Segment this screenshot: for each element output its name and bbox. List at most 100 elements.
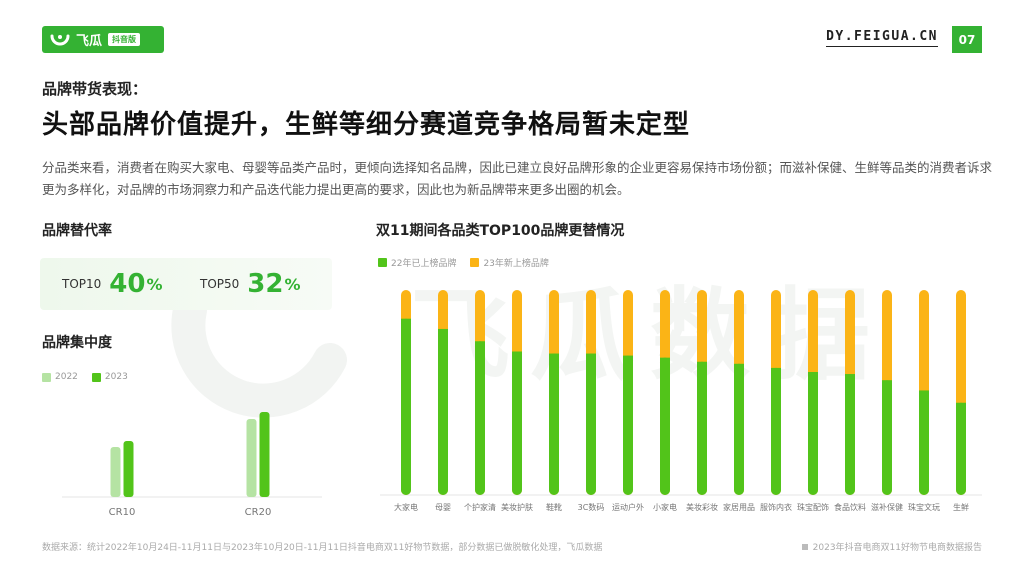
bar-old-滋补保健	[882, 380, 892, 495]
x-tick-美妆护肤: 美妆护肤	[501, 502, 533, 512]
rep-top10-label: TOP10	[62, 277, 102, 291]
rep-top50-value: 32	[247, 269, 284, 299]
x-tick-食品饮料: 食品饮料	[834, 502, 866, 512]
rep-top10-unit: %	[146, 274, 163, 294]
legend-item-2022: 2022	[42, 372, 78, 382]
bar-old-美妆护肤	[512, 351, 522, 495]
bar-old-服饰内衣	[771, 367, 781, 495]
legend-swatch-2022	[42, 372, 51, 382]
stacked-bar-运动户外	[623, 290, 633, 495]
stacked-bar-美妆彩妆	[697, 290, 707, 495]
bar-join-食品饮料	[845, 374, 855, 380]
legend-label-new: 23年新上榜品牌	[483, 259, 549, 269]
section-subtitle: 品牌带货表现：	[42, 80, 148, 98]
stacked-bar-3C数码	[586, 290, 596, 495]
bar-join-美妆彩妆	[697, 361, 707, 367]
description: 分品类来看，消费者在购买大家电、母婴等品类产品时，更倾向选择知名品牌，因此已建立…	[42, 160, 993, 197]
x-tick-珠宝配饰: 珠宝配饰	[797, 502, 829, 512]
x-tick-鞋靴: 鞋靴	[546, 502, 562, 512]
bar-join-小家电	[660, 357, 670, 363]
x-tick-个护家清: 个护家清	[464, 502, 496, 512]
site-url[interactable]: DY.FEIGUA.CN	[826, 29, 938, 47]
bar-old-小家电	[660, 357, 670, 495]
bar-join-鞋靴	[549, 353, 559, 359]
report-footer: 2023年抖音电商双11好物节电商数据报告	[801, 540, 982, 553]
stacked-bar-珠宝文玩	[919, 290, 929, 495]
concentration-title: 品牌集中度	[42, 335, 112, 351]
legend-swatch-old	[378, 258, 387, 267]
bar-join-运动户外	[623, 355, 633, 361]
bar-CR10-2022	[110, 447, 121, 497]
x-tick-母婴: 母婴	[435, 503, 451, 512]
data-source: 数据来源：统计2022年10月24日-11月11日与2023年10月20日-11…	[42, 543, 603, 553]
stacked-bar-食品饮料	[845, 290, 855, 495]
legend-swatch-new	[470, 258, 480, 267]
stacked-bar-大家电	[401, 290, 411, 495]
turnover-legend: 22年已上榜品牌 23年新上榜品牌	[378, 256, 563, 269]
x-tick-CR10: CR10	[109, 507, 136, 518]
rep-top50-label: TOP50	[200, 277, 240, 291]
x-tick-珠宝文玩: 珠宝文玩	[908, 502, 940, 512]
x-tick-滋补保健: 滋补保健	[871, 502, 903, 512]
bar-join-大家电	[401, 318, 411, 324]
turnover-chart: 大家电 母婴 个护家清 美妆护肤 鞋靴 3C数码 运动户外 小家电 美妆彩妆 家居用品 服饰内衣 珠宝…	[380, 290, 982, 512]
stacked-bar-滋补保健	[882, 290, 892, 495]
x-tick-家居用品: 家居用品	[723, 502, 755, 512]
feigua-logo: 飞瓜 抖音版	[42, 26, 164, 53]
stacked-bar-珠宝配饰	[808, 290, 818, 495]
bar-join-3C数码	[586, 353, 596, 359]
replacement-title: 品牌替代率	[42, 223, 112, 239]
legend-swatch-2023	[91, 372, 101, 382]
bar-join-生鲜	[956, 402, 966, 408]
bar-old-食品饮料	[845, 374, 855, 495]
x-tick-大家电: 大家电	[394, 502, 418, 512]
stacked-bar-家居用品	[734, 290, 744, 495]
x-tick-美妆彩妆: 美妆彩妆	[686, 502, 718, 512]
rep-top50-unit: %	[284, 274, 301, 294]
bar-old-3C数码	[586, 353, 596, 495]
legend-label-2022: 2022	[55, 372, 78, 382]
replacement-top10: TOP10 40 %	[62, 258, 163, 310]
bar-join-家居用品	[734, 363, 744, 369]
bar-join-珠宝文玩	[919, 390, 929, 396]
replacement-top50: TOP50 32 %	[200, 258, 301, 310]
bar-join-个护家清	[475, 341, 485, 347]
bar-CR20-2023	[259, 412, 270, 497]
stacked-bar-鞋靴	[549, 290, 559, 495]
x-tick-小家电: 小家电	[653, 502, 677, 512]
bar-join-珠宝配饰	[808, 372, 818, 377]
bar-CR10-2023	[123, 441, 134, 497]
bar-old-珠宝配饰	[808, 372, 818, 495]
legend-label-2023: 2023	[104, 372, 128, 382]
page-number: 07	[952, 26, 982, 53]
report-name: 2023年抖音电商双11好物节电商数据报告	[812, 543, 982, 553]
bar-old-母婴	[438, 328, 448, 495]
feigua-logo-icon	[50, 33, 70, 47]
concentration-legend: 2022 2023	[42, 372, 142, 382]
rep-top10-value: 40	[109, 269, 146, 299]
x-tick-运动户外: 运动户外	[612, 502, 644, 512]
legend-label-old: 22年已上榜品牌	[391, 259, 457, 269]
bar-join-美妆护肤	[512, 351, 522, 357]
bar-CR20-2022	[246, 419, 257, 497]
stacked-bar-小家电	[660, 290, 670, 495]
x-tick-服饰内衣: 服饰内衣	[760, 502, 792, 512]
bar-old-运动户外	[623, 355, 633, 495]
stacked-bar-美妆护肤	[512, 290, 522, 495]
footer-square-icon	[801, 543, 808, 550]
concentration-chart: CR10 CR20	[62, 412, 322, 518]
bar-join-滋补保健	[882, 380, 892, 386]
bar-join-母婴	[438, 328, 448, 334]
bar-old-美妆彩妆	[697, 361, 707, 495]
bar-join-服饰内衣	[771, 367, 781, 373]
logo-badge: 抖音版	[108, 33, 141, 46]
x-tick-3C数码: 3C数码	[578, 502, 605, 512]
bar-old-个护家清	[475, 341, 485, 495]
logo-text: 飞瓜	[76, 34, 103, 49]
page-title: 头部品牌价值提升，生鲜等细分赛道竞争格局暂未定型	[42, 110, 691, 140]
bar-old-家居用品	[734, 363, 744, 495]
bar-old-生鲜	[956, 402, 966, 495]
turnover-title: 双11期间各品类TOP100品牌更替情况	[376, 223, 625, 239]
stacked-bar-服饰内衣	[771, 290, 781, 495]
bar-old-珠宝文玩	[919, 390, 929, 495]
